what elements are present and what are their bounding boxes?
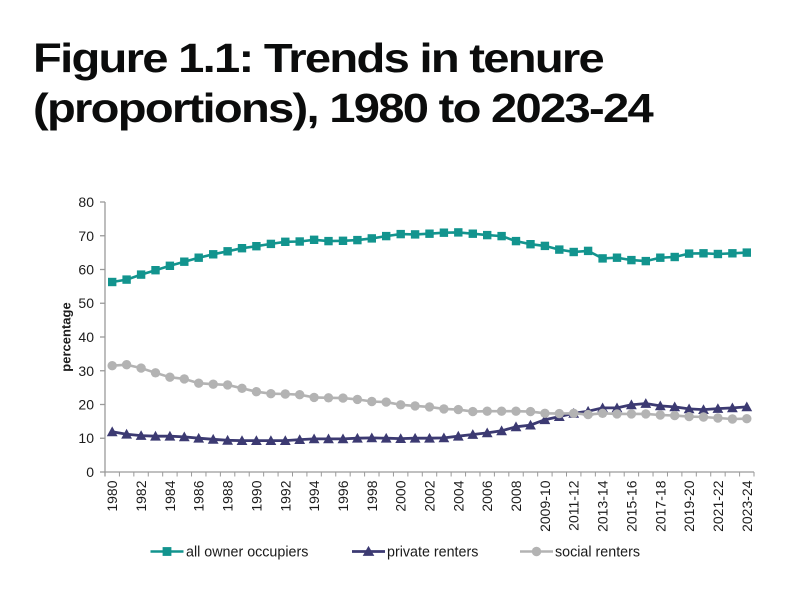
svg-text:social renters: social renters: [555, 544, 640, 560]
svg-text:40: 40: [78, 329, 94, 345]
svg-text:0: 0: [86, 464, 94, 480]
svg-text:2009-10: 2009-10: [537, 480, 553, 532]
svg-text:2021-22: 2021-22: [710, 480, 726, 532]
svg-text:2011-12: 2011-12: [566, 480, 582, 531]
svg-text:1996: 1996: [335, 480, 351, 511]
svg-text:2019-20: 2019-20: [681, 480, 697, 532]
svg-text:1980: 1980: [104, 480, 120, 511]
svg-text:1988: 1988: [220, 480, 236, 511]
svg-text:30: 30: [78, 363, 94, 379]
svg-text:2002: 2002: [422, 480, 438, 511]
svg-text:10: 10: [78, 430, 94, 446]
svg-text:1986: 1986: [191, 480, 207, 511]
svg-text:50: 50: [78, 295, 94, 311]
svg-text:2008: 2008: [508, 480, 524, 511]
svg-text:2004: 2004: [450, 480, 466, 511]
svg-text:2023-24: 2023-24: [739, 480, 755, 532]
svg-text:1982: 1982: [133, 480, 149, 511]
svg-text:1994: 1994: [306, 480, 322, 511]
svg-text:1990: 1990: [248, 480, 264, 511]
svg-text:percentage: percentage: [59, 302, 74, 371]
svg-text:60: 60: [78, 262, 94, 278]
svg-text:2017-18: 2017-18: [652, 480, 668, 532]
svg-text:2000: 2000: [393, 480, 409, 511]
svg-text:all owner occupiers: all owner occupiers: [186, 544, 308, 560]
svg-text:70: 70: [78, 228, 94, 244]
svg-text:2006: 2006: [479, 480, 495, 511]
svg-text:80: 80: [78, 194, 94, 210]
svg-text:2013-14: 2013-14: [595, 480, 611, 532]
svg-text:20: 20: [78, 397, 94, 413]
svg-text:private renters: private renters: [387, 544, 478, 560]
svg-text:1992: 1992: [277, 480, 293, 511]
svg-text:1998: 1998: [364, 480, 380, 511]
svg-text:1984: 1984: [162, 480, 178, 511]
svg-text:2015-16: 2015-16: [623, 480, 639, 532]
